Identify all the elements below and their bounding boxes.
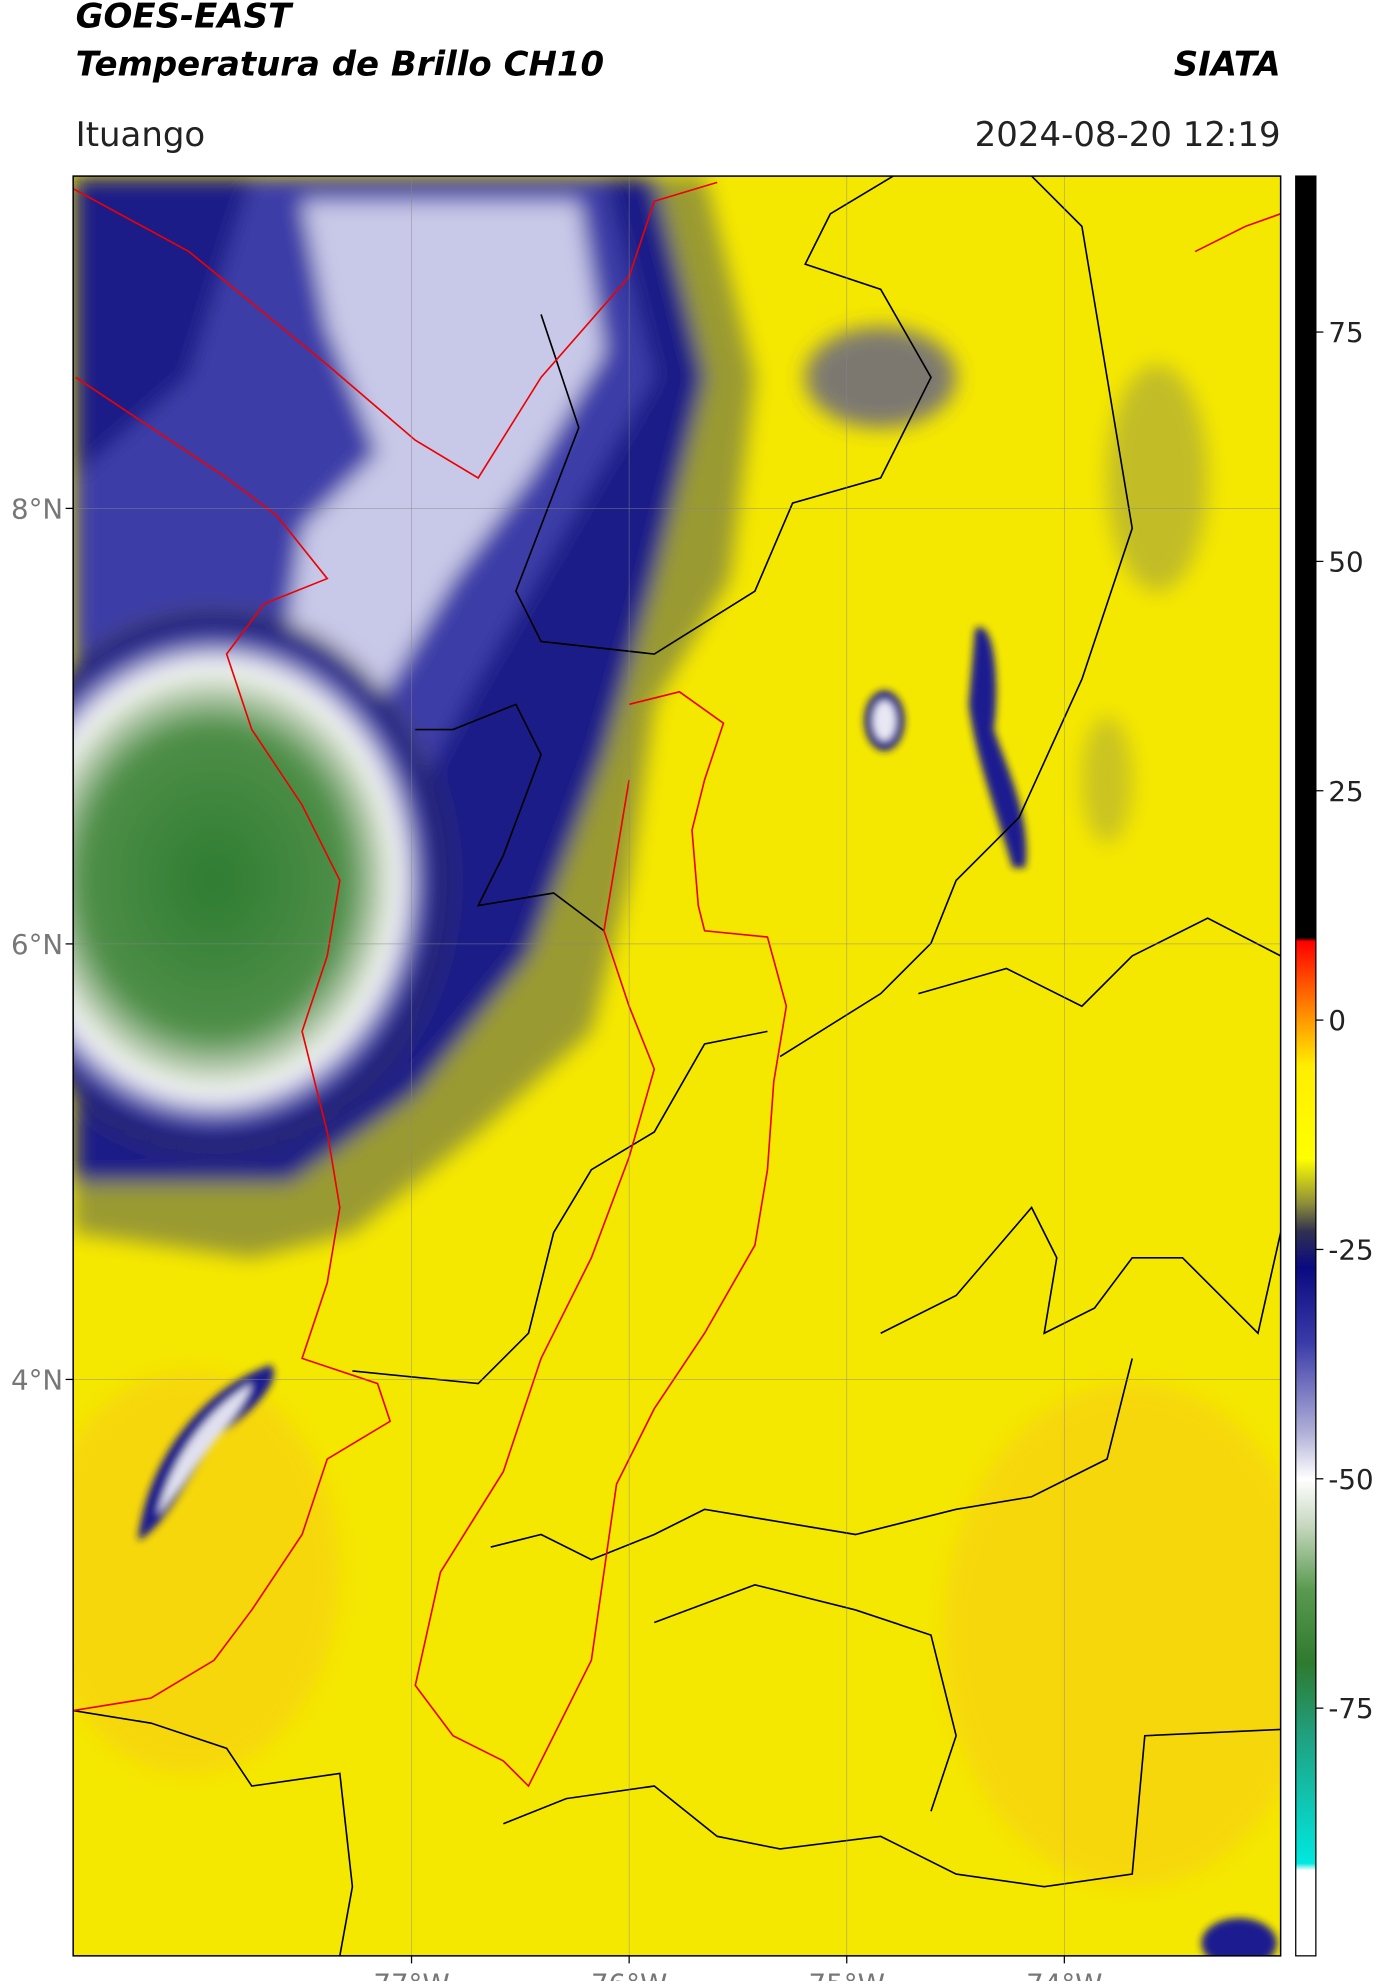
lon-tick-label: 74°W xyxy=(1026,1968,1102,1981)
colorbar xyxy=(1295,175,1317,1957)
colorbar-tick-label: 25 xyxy=(1328,775,1363,808)
colorbar-tick-label: -50 xyxy=(1328,1463,1373,1496)
borders xyxy=(73,176,1281,1956)
lon-tick-label: 75°W xyxy=(809,1968,885,1981)
brand: SIATA xyxy=(1174,44,1281,84)
lat-tick-label: 8°N xyxy=(11,492,63,525)
colorbar-tick-label: 0 xyxy=(1328,1004,1346,1037)
graticule xyxy=(73,176,1281,1956)
subtitle: Temperatura de Brillo CH10 xyxy=(76,44,604,84)
location: Ituango xyxy=(76,115,206,155)
colorbar-tick-label: -75 xyxy=(1328,1692,1373,1725)
lat-tick-label: 4°N xyxy=(11,1363,63,1396)
lon-tick-label: 76°W xyxy=(591,1968,667,1981)
colorbar-tick-label: 50 xyxy=(1328,545,1363,578)
map-image xyxy=(73,176,1281,1956)
datetime: 2024-08-20 12:19 xyxy=(975,115,1281,155)
map-frame xyxy=(72,175,1282,1957)
lat-tick-label: 6°N xyxy=(11,928,63,961)
title: GOES-EAST xyxy=(76,0,294,37)
colorbar-tick-label: -25 xyxy=(1328,1234,1373,1267)
lon-tick-label: 77°W xyxy=(373,1968,449,1981)
colorbar-tick-label: 75 xyxy=(1328,316,1363,349)
